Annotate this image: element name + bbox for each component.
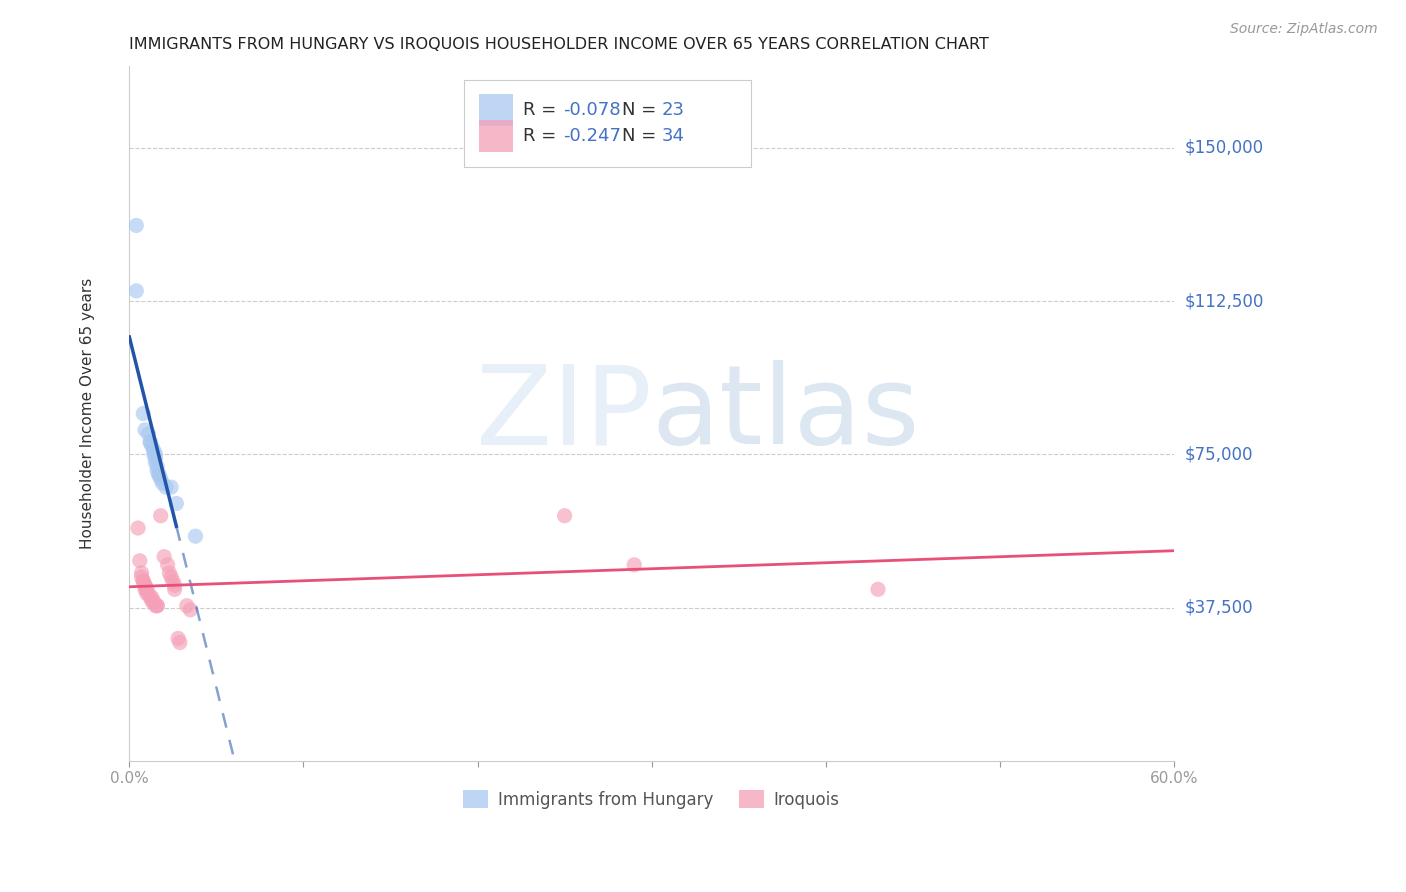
Point	[163, 578, 186, 592]
FancyBboxPatch shape	[479, 120, 513, 153]
Text: $75,000: $75,000	[1185, 445, 1254, 464]
Point	[125, 219, 148, 233]
Point	[145, 456, 167, 470]
Point	[127, 521, 149, 535]
Point	[139, 435, 162, 450]
Point	[131, 566, 153, 580]
Text: N =: N =	[623, 102, 662, 120]
Point	[145, 451, 167, 466]
Text: $150,000: $150,000	[1185, 139, 1264, 157]
Point	[156, 558, 179, 572]
Point	[132, 407, 155, 421]
Text: -0.247: -0.247	[562, 128, 621, 145]
Point	[163, 582, 186, 597]
Point	[169, 635, 191, 649]
Point	[135, 582, 157, 597]
Text: $112,500: $112,500	[1185, 292, 1264, 310]
Text: R =: R =	[523, 128, 562, 145]
Point	[179, 603, 201, 617]
Point	[146, 599, 169, 613]
Point	[125, 284, 148, 298]
Point	[176, 599, 198, 613]
Point	[141, 591, 163, 605]
Point	[131, 570, 153, 584]
Legend: Immigrants from Hungary, Iroquois: Immigrants from Hungary, Iroquois	[457, 784, 846, 815]
Point	[153, 549, 176, 564]
Point	[132, 574, 155, 589]
Point	[146, 599, 169, 613]
Point	[148, 467, 170, 482]
Point	[142, 443, 165, 458]
Point	[141, 439, 163, 453]
Point	[145, 447, 167, 461]
Text: -0.078: -0.078	[562, 102, 620, 120]
Point	[135, 586, 157, 600]
Point	[128, 554, 150, 568]
Point	[162, 574, 184, 589]
Text: atlas: atlas	[651, 360, 920, 467]
Point	[138, 427, 160, 442]
Text: 23: 23	[662, 102, 685, 120]
Point	[167, 632, 190, 646]
Point	[134, 423, 156, 437]
Point	[145, 599, 167, 613]
Point	[149, 508, 172, 523]
Text: N =: N =	[623, 128, 662, 145]
Point	[160, 480, 183, 494]
Point	[142, 594, 165, 608]
Text: IMMIGRANTS FROM HUNGARY VS IROQUOIS HOUSEHOLDER INCOME OVER 65 YEARS CORRELATION: IMMIGRANTS FROM HUNGARY VS IROQUOIS HOUS…	[129, 37, 990, 53]
Point	[138, 586, 160, 600]
Text: ZIP: ZIP	[475, 360, 651, 467]
Point	[134, 582, 156, 597]
Point	[152, 476, 174, 491]
FancyBboxPatch shape	[479, 95, 513, 127]
FancyBboxPatch shape	[464, 80, 751, 167]
Point	[134, 578, 156, 592]
Point	[184, 529, 207, 543]
Point	[146, 464, 169, 478]
Point	[148, 467, 170, 482]
Text: 34: 34	[662, 128, 685, 145]
Text: Source: ZipAtlas.com: Source: ZipAtlas.com	[1230, 22, 1378, 37]
Point	[554, 508, 576, 523]
Point	[132, 574, 155, 589]
Text: $37,500: $37,500	[1185, 599, 1254, 616]
Text: R =: R =	[523, 102, 562, 120]
Point	[134, 578, 156, 592]
Text: Householder Income Over 65 years: Householder Income Over 65 years	[80, 278, 96, 549]
Point	[142, 447, 165, 461]
Point	[155, 480, 177, 494]
Point	[141, 594, 163, 608]
Point	[866, 582, 889, 597]
Point	[149, 472, 172, 486]
Point	[157, 566, 180, 580]
Point	[160, 570, 183, 584]
Point	[146, 459, 169, 474]
Point	[139, 435, 162, 450]
Point	[139, 591, 162, 605]
Point	[165, 496, 187, 510]
Point	[623, 558, 645, 572]
